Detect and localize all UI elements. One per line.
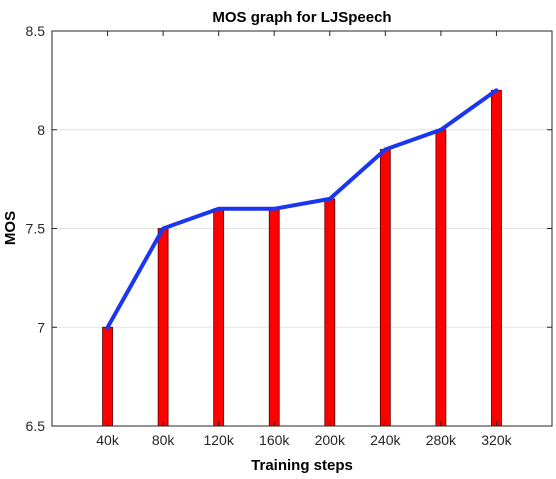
mos-line	[105, 88, 499, 330]
x-axis-label: Training steps	[251, 457, 353, 474]
line-layer	[105, 88, 499, 330]
axis-layer: 6.5 7 7.5 8 8.5 40k 80k 120k 160k 200k 240k 280k 320…	[26, 23, 553, 448]
y-tick-label: 8	[37, 122, 45, 138]
bar-160k	[268, 208, 280, 427]
bar-280k	[435, 129, 447, 427]
x-tick-label: 280k	[426, 432, 457, 448]
y-tick-label: 8.5	[26, 23, 46, 39]
x-tick-label: 240k	[370, 432, 401, 448]
bar-240k	[379, 149, 391, 427]
bar-40k	[102, 326, 113, 427]
bar-200k	[324, 198, 336, 427]
x-tick-label: 40k	[96, 432, 120, 448]
grid-layer	[52, 129, 552, 328]
x-tick-label: 80k	[152, 432, 176, 448]
x-tick-label: 320k	[481, 432, 512, 448]
y-tick-label: 7	[37, 319, 45, 335]
bar-320k	[491, 89, 502, 427]
bar-layer	[102, 89, 502, 427]
bar-80k	[157, 228, 169, 427]
plot-frame	[51, 30, 553, 427]
y-tick-label: 6.5	[26, 418, 46, 434]
chart-title: MOS graph for LJSpeech	[212, 9, 391, 26]
x-tick-label: 200k	[315, 432, 346, 448]
y-axis-label: MOS	[2, 211, 19, 245]
bar-120k	[213, 208, 225, 427]
x-tick-label: 160k	[259, 432, 290, 448]
x-tick-label: 120k	[203, 432, 234, 448]
y-tick-label: 7.5	[26, 221, 46, 237]
